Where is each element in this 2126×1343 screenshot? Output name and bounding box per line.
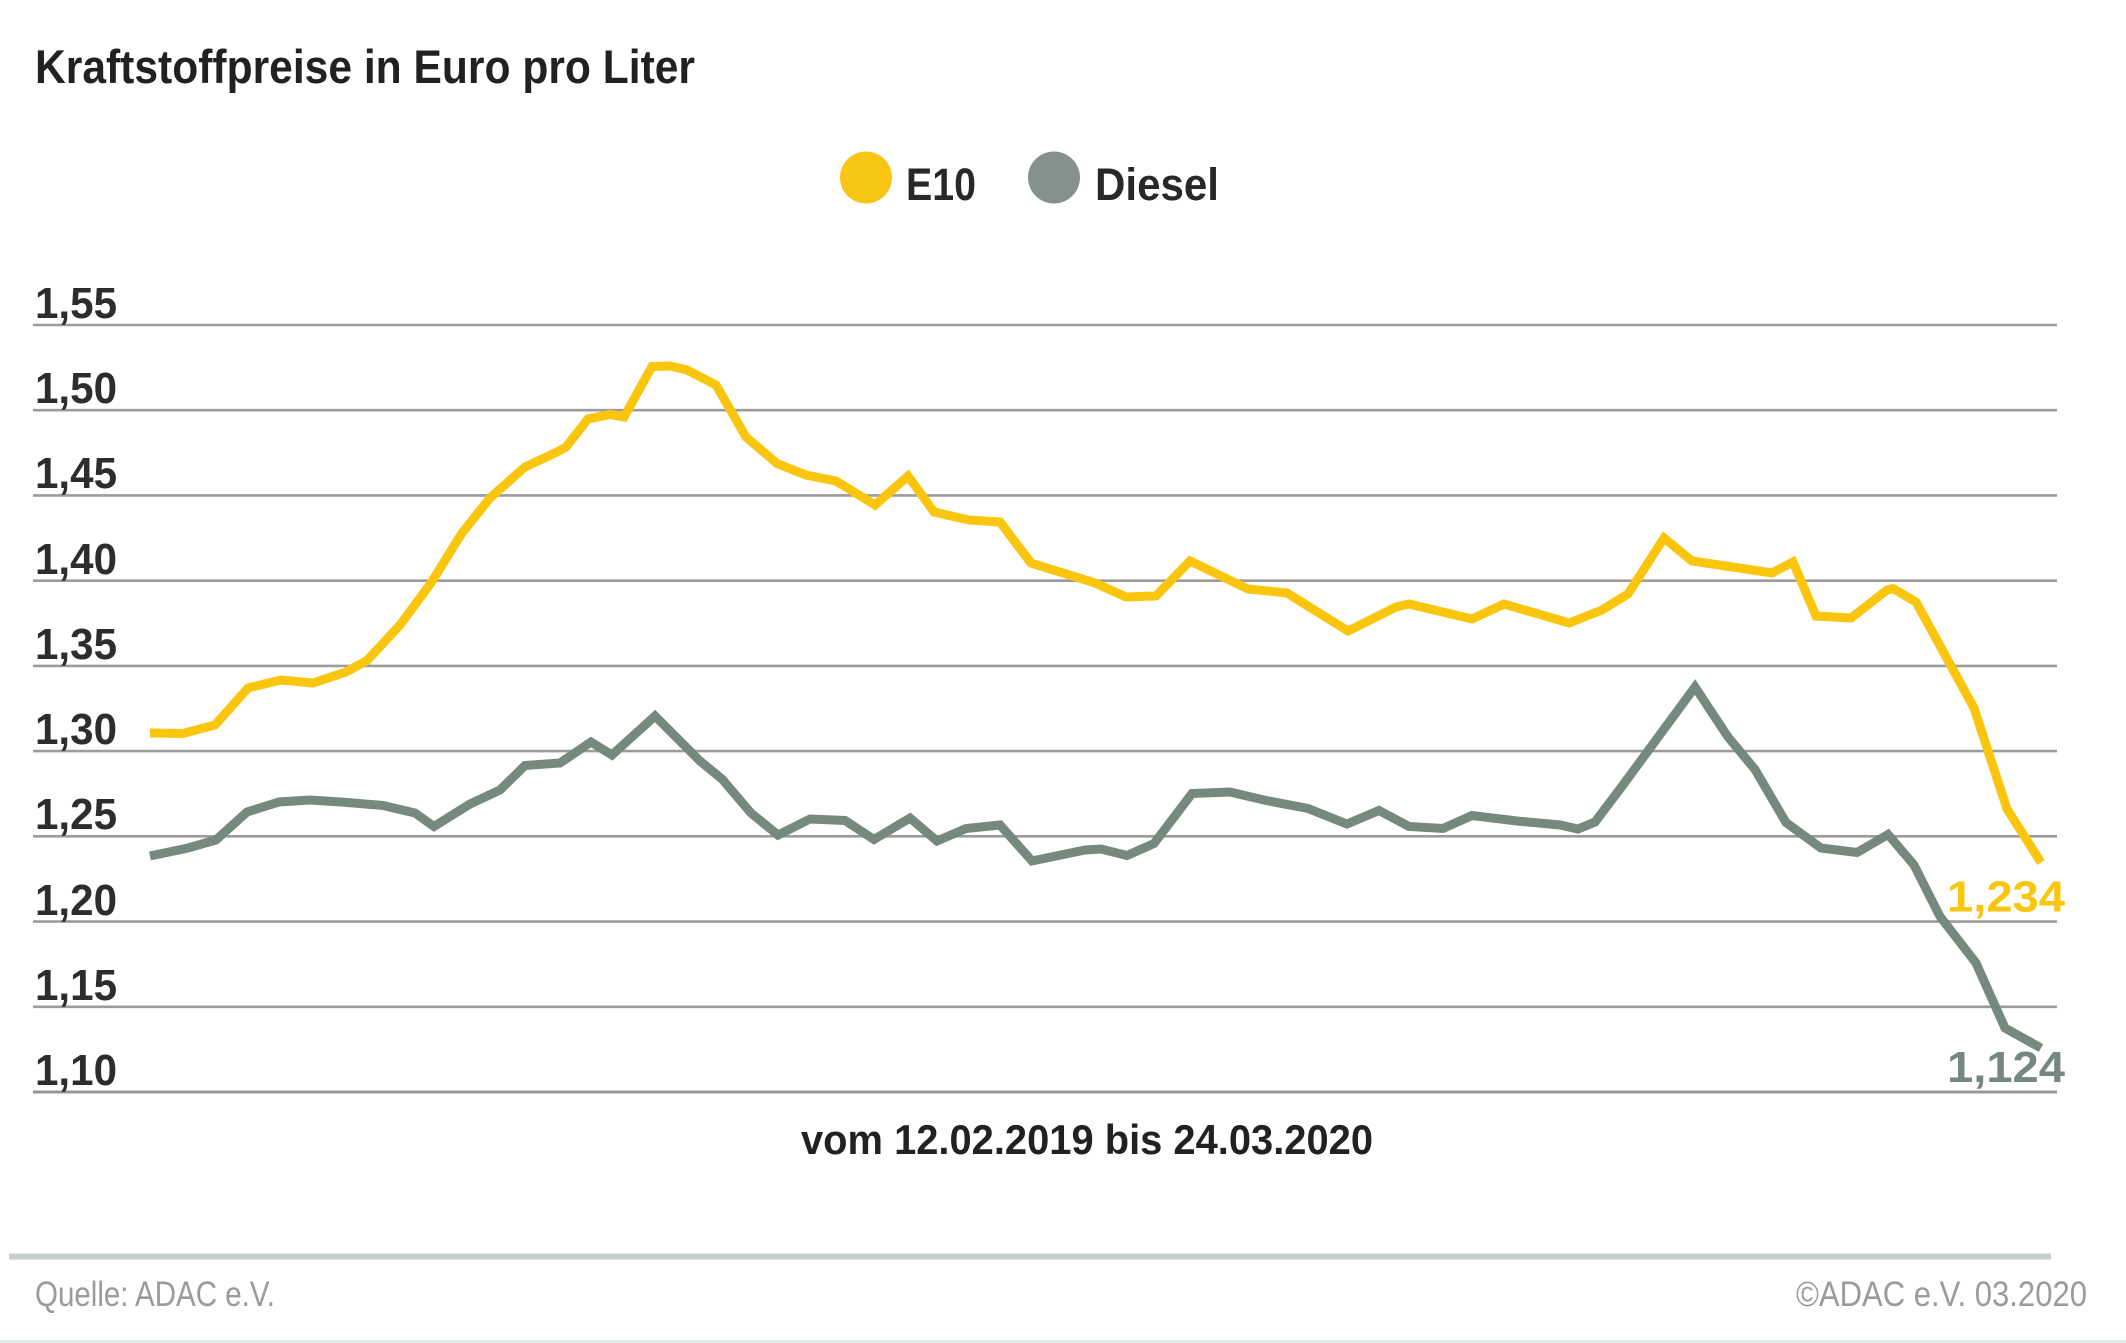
svg-text:1,55: 1,55 xyxy=(35,279,117,328)
svg-text:E10: E10 xyxy=(906,159,976,210)
svg-text:1,20: 1,20 xyxy=(35,876,117,925)
svg-text:1,50: 1,50 xyxy=(35,364,117,413)
svg-text:1,30: 1,30 xyxy=(35,705,117,754)
svg-text:1,15: 1,15 xyxy=(35,961,117,1010)
svg-text:1,40: 1,40 xyxy=(35,535,117,584)
svg-text:vom 12.02.2019 bis 24.03.2020: vom 12.02.2019 bis 24.03.2020 xyxy=(801,1116,1373,1163)
svg-text:1,234: 1,234 xyxy=(1947,873,2066,922)
svg-text:1,10: 1,10 xyxy=(35,1046,117,1095)
svg-text:©ADAC e.V. 03.2020: ©ADAC e.V. 03.2020 xyxy=(1796,1275,2087,1314)
svg-text:Diesel: Diesel xyxy=(1095,159,1219,210)
svg-text:1,124: 1,124 xyxy=(1947,1043,2066,1092)
svg-text:1,45: 1,45 xyxy=(35,449,117,498)
svg-text:1,35: 1,35 xyxy=(35,620,117,669)
svg-text:Kraftstoffpreise in Euro pro L: Kraftstoffpreise in Euro pro Liter xyxy=(35,40,695,93)
svg-text:1,25: 1,25 xyxy=(35,790,117,839)
svg-text:Quelle: ADAC e.V.: Quelle: ADAC e.V. xyxy=(35,1275,275,1314)
